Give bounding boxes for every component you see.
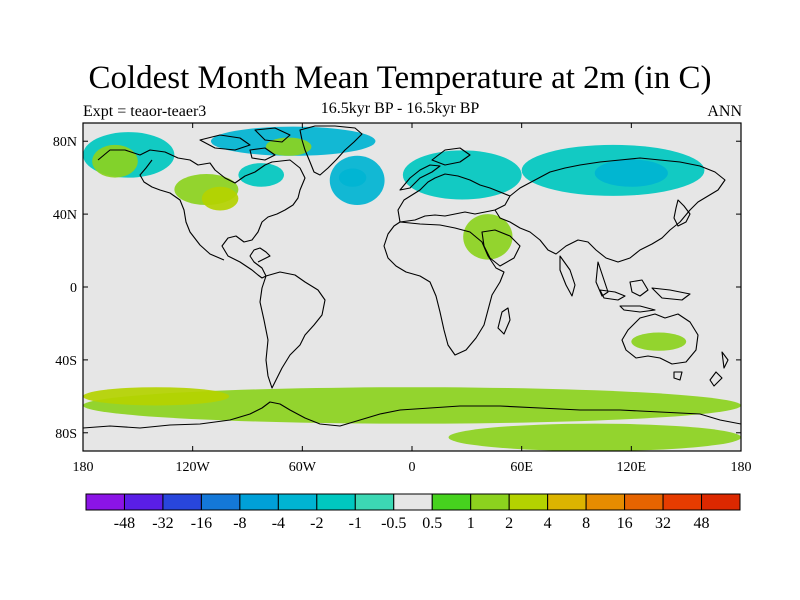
colorbar-label: -1 [349, 515, 362, 532]
map-axes: 180 120W 60W 0 60E 120E 180 80N 40N 0 40S 80S [53, 123, 752, 475]
coast-north-america [97, 149, 306, 279]
coast-madagascar [497, 307, 511, 335]
colorbar-label: 1 [467, 515, 475, 532]
colorbar-swatch [85, 493, 125, 511]
y-tick-label: 40N [53, 208, 77, 223]
coast-antarctica [83, 401, 741, 429]
colorbar-label: -32 [152, 515, 173, 532]
colorbar-swatch [662, 493, 703, 511]
season-label: ANN [707, 103, 742, 120]
coast-europe [397, 147, 511, 223]
x-tick-label: 120W [176, 460, 211, 475]
colorbar-swatch [123, 493, 164, 511]
x-tick-label: 120E [617, 460, 647, 475]
colorbar: -48 -32 -16 -8 -4 -2 -1 -0.5 0.5 1 2 4 8 16 32 48 [85, 493, 741, 532]
colorbar-label: 48 [694, 515, 710, 532]
colorbar-label: -4 [272, 515, 285, 532]
anomaly-region-siberia-cool-2 [594, 159, 668, 187]
x-tick-label: 180 [731, 460, 752, 475]
anomaly-region-europe-cool [402, 150, 522, 200]
anomaly-region-australia-warm [631, 332, 687, 351]
colorbar-swatch [200, 493, 241, 511]
anomaly-region-antarctica-warm [448, 423, 741, 451]
y-tick-label: 80S [55, 427, 77, 442]
experiment-label: Expt = teaor-teaer3 [83, 103, 207, 120]
colorbar-label: -8 [233, 515, 246, 532]
coast-new-zealand [709, 351, 729, 387]
colorbar-swatch [316, 493, 356, 511]
colorbar-swatch [624, 493, 664, 511]
coast-japan [673, 199, 691, 227]
colorbar-label: 4 [544, 515, 552, 532]
colorbar-swatch [162, 493, 202, 511]
colorbar-swatch [354, 493, 395, 511]
coast-arctic-islands [199, 127, 291, 161]
coast-australia [621, 313, 699, 381]
anomaly-region-southern-ocean-warm-2 [83, 387, 230, 406]
anomaly-region-greenland-east-cool-2 [338, 168, 367, 187]
coast-africa [383, 221, 505, 356]
colorbar-label: 2 [505, 515, 513, 532]
y-tick-label: 80N [53, 135, 77, 150]
colorbar-label: 16 [617, 515, 633, 532]
colorbar-swatch [701, 493, 741, 511]
chart-subtitle: 16.5kyr BP - 16.5kyr BP [320, 100, 480, 117]
coast-south-america [259, 271, 326, 389]
colorbar-label: 32 [655, 515, 671, 532]
colorbar-swatch [470, 493, 510, 511]
colorbar-swatch [431, 493, 472, 511]
x-tick-label: 60W [289, 460, 317, 475]
y-tick-label: 40S [55, 354, 77, 369]
colorbar-label: 0.5 [422, 515, 442, 532]
colorbar-swatch [277, 493, 318, 511]
anomaly-region-alaska-warm [92, 144, 138, 178]
y-tick-label: 0 [70, 281, 77, 296]
x-tick-label: 0 [409, 460, 416, 475]
colorbar-swatch [547, 493, 587, 511]
colorbar-swatch [585, 493, 626, 511]
colorbar-label: 8 [582, 515, 590, 532]
coast-greenland [299, 125, 363, 176]
x-tick-label: 180 [73, 460, 94, 475]
coast-indonesia [599, 279, 691, 313]
anomaly-region-middle-east-warm [463, 214, 513, 260]
colorbar-label: -16 [191, 515, 212, 532]
coastlines [83, 125, 741, 429]
coast-arabia [481, 229, 521, 267]
colorbar-label: -48 [114, 515, 135, 532]
anomaly-region-canada-warm-2 [201, 186, 239, 211]
colorbar-swatch [508, 493, 549, 511]
colorbar-swatch [393, 493, 433, 511]
colorbar-swatch [239, 493, 279, 511]
anomaly-region-hudson-cool [238, 163, 285, 187]
x-tick-label: 60E [510, 460, 533, 475]
coast-asia [494, 157, 726, 297]
colorbar-label: -2 [310, 515, 323, 532]
anomaly-region-baffin-warm [265, 137, 312, 156]
chart-title: Coldest Month Mean Temperature at 2m (in… [88, 60, 712, 96]
colorbar-label: -0.5 [381, 515, 406, 532]
anomaly-layer [83, 126, 741, 451]
